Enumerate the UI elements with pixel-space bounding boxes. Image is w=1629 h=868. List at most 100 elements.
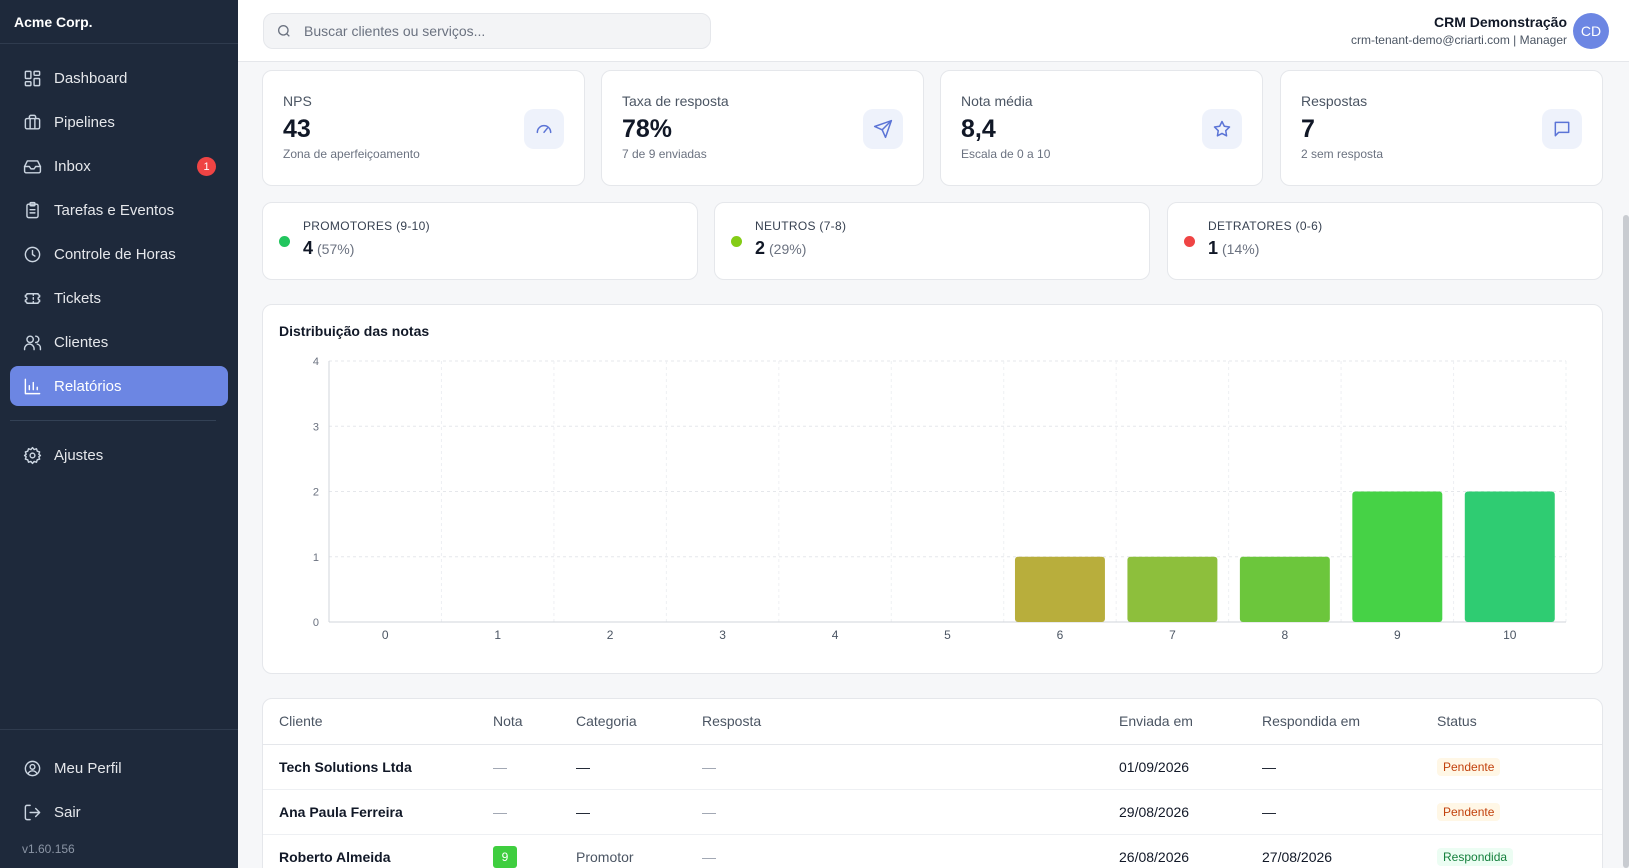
category-percent: (57%) [317,241,355,257]
app-version: v1.60.156 [22,842,75,856]
bar-score-7 [1127,556,1218,622]
inbox-count-badge: 1 [197,157,216,176]
category-value-row: 1 (14%) [1208,238,1586,259]
top-header: CRM Demonstração crm-tenant-demo@criarti… [238,0,1629,62]
sidebar-item-pipelines[interactable]: Pipelines [10,102,228,142]
gauge-icon [524,109,564,149]
responses-table-card: Cliente Nota Categoria Resposta Enviada … [262,698,1603,868]
y-tick-label: 4 [313,356,319,368]
stat-label: Nota média [961,93,1033,109]
status-badge: Respondida [1437,847,1514,866]
avatar[interactable]: CD [1573,13,1609,49]
sidebar-item-label: Tarefas e Eventos [54,201,175,219]
briefcase-icon [22,112,42,132]
send-icon [863,109,903,149]
cell-categoria: — [576,744,702,790]
cell-cliente: Roberto Almeida [263,834,493,868]
col-enviada[interactable]: Enviada em [1119,699,1262,745]
sidebar-item-ajustes[interactable]: Ajustes [10,435,228,475]
category-dot [279,236,290,247]
stat-value: 7 [1301,115,1315,143]
logout-icon [22,802,42,822]
stat-subtitle: 2 sem resposta [1301,147,1384,161]
category-count: 4 [303,238,314,258]
cell-status: Pendente [1437,789,1602,835]
search-icon [278,25,290,37]
x-tick-label: 8 [1282,628,1289,642]
sidebar-item-tarefas[interactable]: Tarefas e Eventos [10,190,228,230]
table-row[interactable]: Tech Solutions Ltda — — — 01/09/2026 — P… [263,744,1602,790]
stat-card-nota-media: Nota média 8,4 Escala de 0 a 10 [940,70,1263,186]
stat-card-nps: NPS 43 Zona de aperfeiçoamento [262,70,585,186]
cell-resposta: — [702,789,1119,835]
search-input[interactable] [304,23,684,39]
clock-icon [22,244,42,264]
category-percent: (14%) [1222,241,1260,257]
x-tick-label: 5 [944,628,951,642]
score-badge: 9 [493,845,517,868]
y-tick-label: 0 [313,617,319,629]
table-row[interactable]: Roberto Almeida 9 Promotor — 26/08/2026 … [263,834,1602,868]
sidebar-item-sair[interactable]: Sair [10,792,228,832]
cell-enviada: 26/08/2026 [1119,834,1262,868]
stat-card-taxa-resposta: Taxa de resposta 78% 7 de 9 enviadas [601,70,924,186]
sidebar-item-relatorios[interactable]: Relatórios [10,366,228,406]
sidebar-item-inbox[interactable]: Inbox 1 [10,146,228,186]
col-status[interactable]: Status [1437,699,1602,745]
sidebar-item-tickets[interactable]: Tickets [10,278,228,318]
sidebar: Acme Corp. Dashboard Pipelines Inbox 1 T… [0,0,238,868]
user-meta: crm-tenant-demo@criarti.com | Manager [1350,33,1567,47]
cell-categoria: — [576,789,702,835]
category-count: 1 [1208,238,1219,258]
x-tick-label: 10 [1503,628,1517,642]
cell-respondida: 27/08/2026 [1262,834,1437,868]
y-tick-label: 3 [313,421,319,433]
x-tick-label: 4 [832,628,839,642]
users-icon [22,332,42,352]
gear-icon [22,445,42,465]
bar-score-6 [1014,556,1105,622]
cell-respondida: — [1262,789,1437,835]
sidebar-item-label: Tickets [54,289,101,307]
cell-status: Respondida [1437,834,1602,868]
stat-card-respostas: Respostas 7 2 sem resposta [1280,70,1603,186]
sidebar-nav: Dashboard Pipelines Inbox 1 Tarefas e Ev… [0,44,238,475]
sidebar-item-label: Sair [54,803,81,821]
col-respondida[interactable]: Respondida em [1262,699,1437,745]
page-scrollbar[interactable] [1623,215,1629,868]
user-circle-icon [22,758,42,778]
stat-value: 78% [622,115,673,143]
sidebar-item-dashboard[interactable]: Dashboard [10,58,228,98]
status-badge: Pendente [1437,757,1501,776]
stat-label: NPS [283,93,312,109]
sidebar-item-meu-perfil[interactable]: Meu Perfil [10,748,228,788]
stat-label: Respostas [1301,93,1368,109]
col-cliente[interactable]: Cliente [263,699,493,745]
ticket-icon [22,288,42,308]
category-value-row: 4 (57%) [303,238,681,259]
cell-cliente: Ana Paula Ferreira [263,789,493,835]
table-row[interactable]: Ana Paula Ferreira — — — 29/08/2026 — Pe… [263,789,1602,835]
star-icon [1202,109,1242,149]
cell-resposta: — [702,744,1119,790]
cell-nota: — [493,789,576,835]
cell-enviada: 01/09/2026 [1119,744,1262,790]
sidebar-item-label: Meu Perfil [54,759,122,777]
x-tick-label: 7 [1169,628,1176,642]
user-info: CRM Demonstração crm-tenant-demo@criarti… [1351,14,1567,47]
sidebar-item-label: Pipelines [54,113,115,131]
bar-score-10 [1464,491,1555,622]
dashboard-icon [22,68,42,88]
col-resposta[interactable]: Resposta [702,699,1119,745]
sidebar-item-label: Dashboard [54,69,128,87]
col-categoria[interactable]: Categoria [576,699,702,745]
user-name: CRM Demonstração [1433,14,1567,30]
x-tick-label: 3 [719,628,726,642]
sidebar-item-controle-horas[interactable]: Controle de Horas [10,234,228,274]
stat-subtitle: Escala de 0 a 10 [961,147,1051,161]
col-nota[interactable]: Nota [493,699,576,745]
cell-status: Pendente [1437,744,1602,790]
category-card-detratores: DETRATORES (0-6) 1 (14%) [1167,202,1603,280]
sidebar-item-clientes[interactable]: Clientes [10,322,228,362]
sidebar-item-label: Ajustes [54,446,104,464]
